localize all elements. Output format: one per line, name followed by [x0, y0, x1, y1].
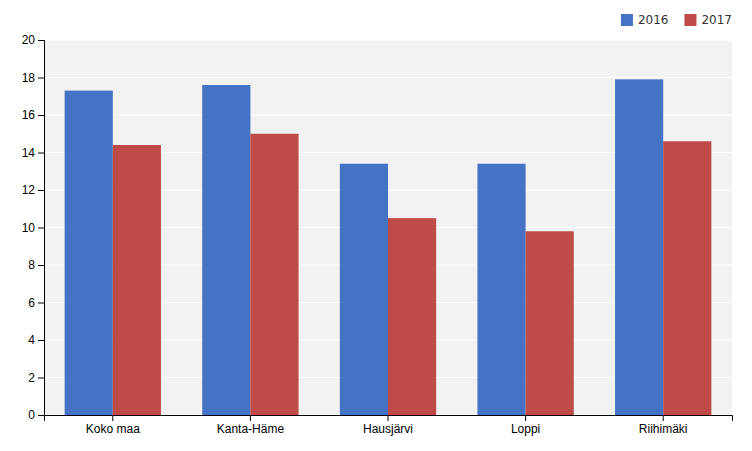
- tick-label: 16: [22, 108, 36, 122]
- tick-label: Koko maa: [86, 422, 140, 436]
- grid: [44, 40, 732, 415]
- tick-label: 12: [22, 183, 36, 197]
- grid-line: [44, 77, 732, 78]
- y-tick: 6: [28, 296, 44, 310]
- y-tick: 2: [28, 371, 44, 385]
- legend-label: 2016: [638, 13, 669, 27]
- bar: [250, 134, 298, 415]
- y-tick: 10: [22, 221, 44, 235]
- tick-label: 0: [28, 408, 35, 422]
- tick-label: Riihimäki: [639, 422, 688, 436]
- tick-mark: [38, 190, 44, 191]
- x-tick: Loppi: [511, 415, 540, 436]
- tick-mark: [663, 415, 664, 421]
- tick-label: Hausjärvi: [363, 422, 413, 436]
- bar: [202, 85, 250, 415]
- legend-swatch: [684, 14, 696, 26]
- legend-label: 2017: [701, 13, 732, 27]
- bar: [388, 218, 436, 415]
- tick-mark: [38, 378, 44, 379]
- tick-mark: [250, 415, 251, 421]
- y-tick: 4: [28, 333, 44, 347]
- tick-label: 20: [22, 33, 36, 47]
- tick-label: 8: [28, 258, 35, 272]
- tick-mark: [38, 265, 44, 266]
- y-tick: 12: [22, 183, 44, 197]
- bar: [477, 164, 525, 415]
- tick-mark: [38, 415, 44, 416]
- bar-series: [113, 134, 712, 415]
- tick-mark: [112, 415, 113, 421]
- x-tick: Riihimäki: [639, 415, 688, 436]
- tick-mark: [38, 115, 44, 116]
- tick-label: 4: [28, 333, 35, 347]
- bar: [113, 145, 161, 415]
- tick-label: Loppi: [511, 422, 540, 436]
- y-tick: 0: [28, 408, 44, 422]
- bar: [526, 231, 574, 415]
- tick-mark: [38, 78, 44, 79]
- x-axis: Koko maa Kanta-Häme Hausjärvi Loppi Riihimäk…: [45, 415, 733, 436]
- legend-entry: 2017: [684, 13, 732, 27]
- x-tick: Hausjärvi: [363, 415, 413, 436]
- tick-label: 18: [22, 71, 36, 85]
- legend: 2016 2017: [621, 13, 732, 27]
- tick-mark: [38, 303, 44, 304]
- tick-label: 14: [22, 146, 36, 160]
- y-tick: 18: [22, 71, 44, 85]
- grid-line: [44, 40, 732, 41]
- tick-mark: [38, 40, 44, 41]
- x-tick: Kanta-Häme: [217, 415, 285, 436]
- y-tick: 8: [28, 258, 44, 272]
- bars: [65, 79, 712, 415]
- bar: [663, 141, 711, 415]
- chart: 0 2 4 6 8 10 12 14 16 18 20 Koko maa Kanta-Häme Hausj…: [0, 0, 752, 451]
- tick-mark: [525, 415, 526, 421]
- tick-mark: [38, 228, 44, 229]
- legend-entry: 2016: [621, 13, 669, 27]
- tick-mark: [38, 340, 44, 341]
- axis-domain: [45, 416, 733, 422]
- bar: [615, 79, 663, 415]
- plot-background: [44, 40, 732, 415]
- bar: [340, 164, 388, 415]
- tick-label: Kanta-Häme: [217, 422, 285, 436]
- plot: 0 2 4 6 8 10 12 14 16 18 20 Koko maa Kanta-Häme Hausj…: [22, 33, 733, 435]
- y-axis: 0 2 4 6 8 10 12 14 16 18 20: [22, 33, 45, 422]
- x-tick: Koko maa: [86, 415, 140, 436]
- tick-label: 10: [22, 221, 36, 235]
- bar-series: [65, 79, 664, 415]
- tick-label: 6: [28, 296, 35, 310]
- axis-domain: [38, 41, 45, 416]
- tick-label: 2: [28, 371, 35, 385]
- bar: [65, 91, 113, 415]
- tick-mark: [38, 153, 44, 154]
- legend-swatch: [621, 14, 633, 26]
- tick-mark: [388, 415, 389, 421]
- y-tick: 14: [22, 146, 44, 160]
- y-tick: 16: [22, 108, 44, 122]
- y-tick: 20: [22, 33, 44, 47]
